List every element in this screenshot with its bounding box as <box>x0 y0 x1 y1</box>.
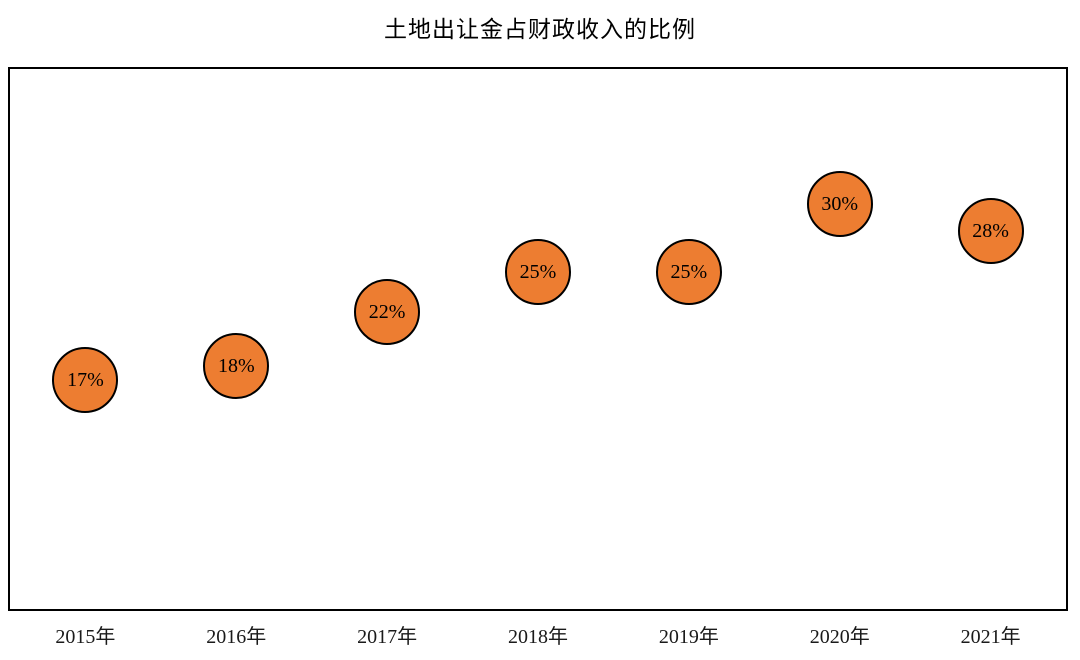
data-point-2018: 25% <box>505 238 571 305</box>
data-point-2015: 17% <box>52 346 119 413</box>
data-point-label: 17% <box>67 368 104 391</box>
x-axis-label: 2020年 <box>809 626 870 648</box>
data-point-2017: 22% <box>354 279 421 345</box>
data-point-label: 25% <box>519 260 557 283</box>
data-point-label: 25% <box>670 260 708 283</box>
data-point-label: 30% <box>821 193 859 215</box>
data-point-2019: 25% <box>655 238 722 305</box>
x-axis-label: 2015年 <box>55 626 116 648</box>
x-axis-label: 2019年 <box>658 626 719 648</box>
x-axis-label: 2017年 <box>357 626 418 648</box>
data-point-2020: 30% <box>806 171 873 237</box>
x-axis-label: 2021年 <box>960 626 1021 648</box>
x-axis-label: 2018年 <box>508 626 568 648</box>
data-point-label: 18% <box>217 355 255 377</box>
data-point-2016: 18% <box>203 333 270 399</box>
plot-points-layer: 17% 18% 22% 25% 25% 30% 28% <box>10 69 1066 609</box>
chart-title: 土地出让金占财政收入的比例 <box>384 16 696 42</box>
x-axis-labels: 2015年 2016年 2017年 2018年 2019年 2020年 2021年 <box>8 620 1068 652</box>
x-axis-label: 2016年 <box>206 626 267 648</box>
plot-area: 17% 18% 22% 25% 25% 30% 28% <box>8 67 1068 611</box>
data-point-label: 22% <box>368 301 406 323</box>
data-point-2021: 28% <box>957 198 1024 264</box>
data-point-label: 28% <box>972 220 1009 242</box>
